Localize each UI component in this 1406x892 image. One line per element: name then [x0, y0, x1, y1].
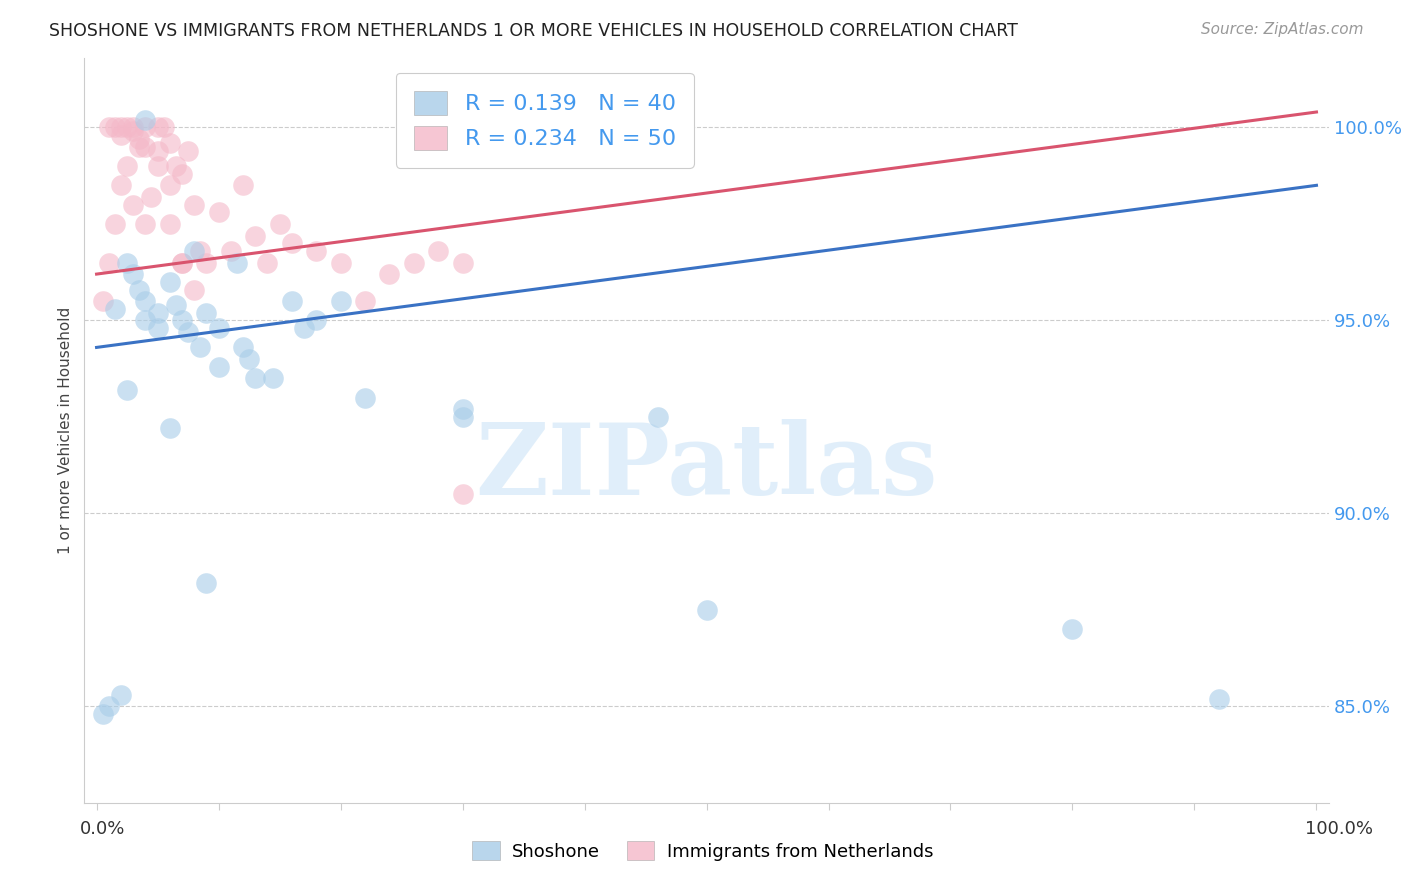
Point	[305, 313, 328, 327]
Point	[170, 255, 193, 269]
Point	[159, 217, 181, 231]
Point	[1062, 622, 1084, 636]
Point	[134, 313, 156, 327]
Point	[134, 294, 156, 309]
Point	[104, 120, 127, 135]
Point	[232, 340, 254, 354]
Point	[238, 351, 260, 366]
Point	[97, 699, 120, 714]
Point	[165, 159, 187, 173]
Point	[128, 283, 150, 297]
Point	[91, 294, 114, 309]
Point	[134, 120, 156, 135]
Point	[262, 371, 284, 385]
Point	[159, 136, 181, 150]
Point	[159, 178, 181, 193]
Point	[195, 306, 218, 320]
Point	[146, 120, 169, 135]
Legend: R = 0.139   N = 40, R = 0.234   N = 50: R = 0.139 N = 40, R = 0.234 N = 50	[396, 73, 693, 168]
Point	[128, 140, 150, 154]
Point	[91, 706, 114, 721]
Point	[292, 321, 315, 335]
Point	[451, 255, 474, 269]
Point	[115, 383, 138, 397]
Point	[354, 294, 377, 309]
Point	[122, 124, 145, 138]
Point	[104, 301, 127, 316]
Point	[195, 255, 218, 269]
Point	[152, 120, 174, 135]
Point	[243, 371, 266, 385]
Text: ZIPatlas: ZIPatlas	[475, 419, 938, 516]
Point	[427, 244, 450, 258]
Point	[183, 283, 205, 297]
Point	[329, 255, 352, 269]
Point	[451, 409, 474, 424]
Point	[188, 244, 211, 258]
Point	[378, 267, 401, 281]
Point	[183, 244, 205, 258]
Point	[281, 236, 304, 251]
Point	[110, 120, 132, 135]
Point	[146, 306, 169, 320]
Text: SHOSHONE VS IMMIGRANTS FROM NETHERLANDS 1 OR MORE VEHICLES IN HOUSEHOLD CORRELAT: SHOSHONE VS IMMIGRANTS FROM NETHERLANDS …	[49, 22, 1018, 40]
Point	[647, 409, 669, 424]
Point	[243, 228, 266, 243]
Point	[159, 275, 181, 289]
Point	[402, 255, 425, 269]
Point	[696, 603, 718, 617]
Point	[281, 294, 304, 309]
Point	[256, 255, 278, 269]
Point	[232, 178, 254, 193]
Point	[97, 255, 120, 269]
Point	[451, 402, 474, 417]
Point	[122, 267, 145, 281]
Point	[115, 120, 138, 135]
Point	[219, 244, 242, 258]
Point	[115, 159, 138, 173]
Point	[207, 321, 229, 335]
Point	[207, 359, 229, 374]
Point	[110, 128, 132, 143]
Point	[110, 688, 132, 702]
Point	[104, 217, 127, 231]
Point	[207, 205, 229, 219]
Point	[305, 244, 328, 258]
Point	[115, 255, 138, 269]
Point	[97, 120, 120, 135]
Point	[170, 313, 193, 327]
Point	[329, 294, 352, 309]
Point	[122, 120, 145, 135]
Point	[183, 197, 205, 211]
Point	[146, 159, 169, 173]
Point	[170, 167, 193, 181]
Text: 100.0%: 100.0%	[1305, 820, 1372, 838]
Point	[134, 140, 156, 154]
Point	[128, 132, 150, 146]
Point	[141, 190, 163, 204]
Point	[354, 391, 377, 405]
Point	[122, 197, 145, 211]
Point	[165, 298, 187, 312]
Point	[159, 421, 181, 435]
Point	[146, 144, 169, 158]
Point	[1208, 691, 1230, 706]
Point	[134, 112, 156, 127]
Legend: Shoshone, Immigrants from Netherlands: Shoshone, Immigrants from Netherlands	[464, 832, 942, 870]
Point	[269, 217, 291, 231]
Point	[110, 178, 132, 193]
Point	[170, 255, 193, 269]
Point	[225, 255, 247, 269]
Y-axis label: 1 or more Vehicles in Household: 1 or more Vehicles in Household	[58, 307, 73, 554]
Point	[177, 144, 200, 158]
Text: Source: ZipAtlas.com: Source: ZipAtlas.com	[1201, 22, 1364, 37]
Text: 0.0%: 0.0%	[80, 820, 125, 838]
Point	[188, 340, 211, 354]
Point	[177, 325, 200, 339]
Point	[195, 575, 218, 590]
Point	[134, 217, 156, 231]
Point	[146, 321, 169, 335]
Point	[451, 487, 474, 501]
